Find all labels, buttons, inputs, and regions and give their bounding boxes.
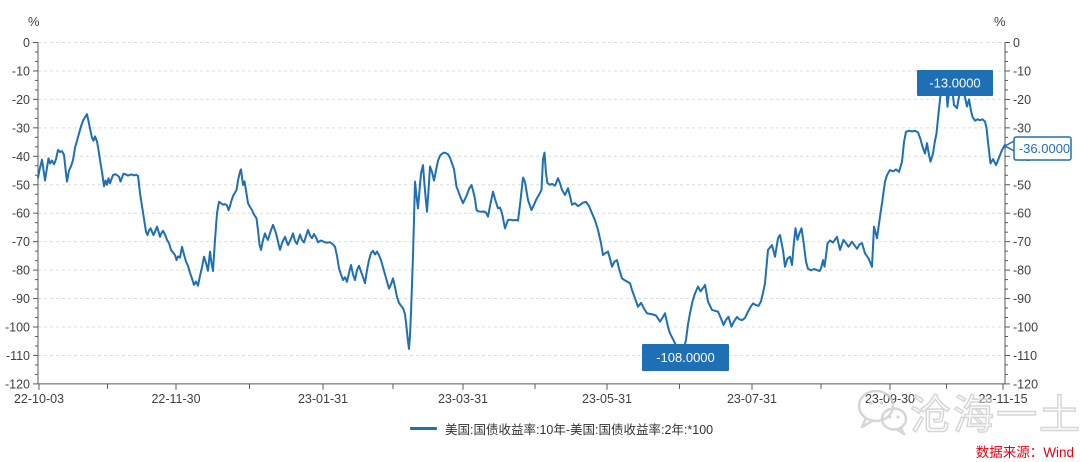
legend: 美国:国债收益率:10年-美国:国债收益率:2年:*100 (410, 419, 713, 438)
y-tick-label: -50 (1013, 178, 1031, 192)
x-tick-label: 23-11-15 (978, 392, 1027, 406)
annotation-text: -13.0000 (929, 76, 980, 91)
annotations: -13.0000 -108.0000 -36.0000 (642, 70, 1072, 371)
y-tick-label: 0 (1013, 36, 1020, 50)
y-tick-label: -20 (12, 93, 30, 107)
data-source: 数据来源：Wind (975, 445, 1074, 460)
annotation-box (1013, 136, 1072, 161)
legend-line-marker (410, 427, 437, 430)
y-tick-label: -40 (12, 150, 30, 164)
y-tick-label: -50 (12, 178, 30, 192)
y-axis-unit-right: % (994, 14, 1006, 29)
y-tick-label: 0 (23, 36, 30, 50)
y-tick-label: -80 (1013, 264, 1031, 278)
y-tick-label: -90 (12, 292, 30, 306)
x-tick-label: 23-03-31 (438, 392, 488, 406)
annotation-text: -36.0000 (1019, 141, 1070, 156)
y-tick-label: -10 (1013, 64, 1031, 78)
y-tick-label: -70 (1013, 235, 1031, 249)
axes: 00-10-10-20-20-30-30-40-40-50-50-60-60-7… (5, 36, 1038, 406)
y-tick-label: -100 (1013, 321, 1038, 335)
y-tick-label: -60 (1013, 207, 1031, 221)
y-tick-label: -30 (1013, 121, 1031, 135)
series-path (37, 78, 1006, 352)
annotation-box (642, 344, 729, 371)
y-tick-label: -20 (1013, 93, 1031, 107)
y-tick-label: -80 (12, 264, 30, 278)
x-tick-label: 23-07-31 (727, 392, 777, 406)
series-line (37, 78, 1006, 352)
y-tick-label: -70 (12, 235, 30, 249)
legend-label: 美国:国债收益率:10年-美国:国债收益率:2年:*100 (445, 423, 714, 437)
x-tick-label: 22-10-03 (14, 392, 64, 406)
x-tick-label: 23-05-31 (582, 392, 632, 406)
y-tick-label: -110 (6, 349, 30, 363)
y-tick-label: -120 (5, 377, 30, 391)
annotation-text: -108.0000 (656, 350, 715, 365)
x-tick-label: 22-11-30 (151, 392, 200, 406)
y-tick-label: -120 (1013, 377, 1038, 391)
y-tick-label: -10 (12, 64, 30, 78)
x-tick-label: 23-01-31 (298, 392, 348, 406)
y-tick-label: -110 (1013, 349, 1037, 363)
y-tick-label: -100 (5, 321, 30, 335)
x-tick-label: 23-09-30 (865, 392, 915, 406)
y-tick-label: -60 (12, 207, 30, 221)
y-tick-label: -30 (12, 121, 30, 135)
y-tick-label: -90 (1013, 292, 1031, 306)
y-axis-unit-left: % (28, 14, 40, 29)
annotation-box (917, 70, 993, 96)
annotation-callout-joint (1015, 141, 1018, 151)
